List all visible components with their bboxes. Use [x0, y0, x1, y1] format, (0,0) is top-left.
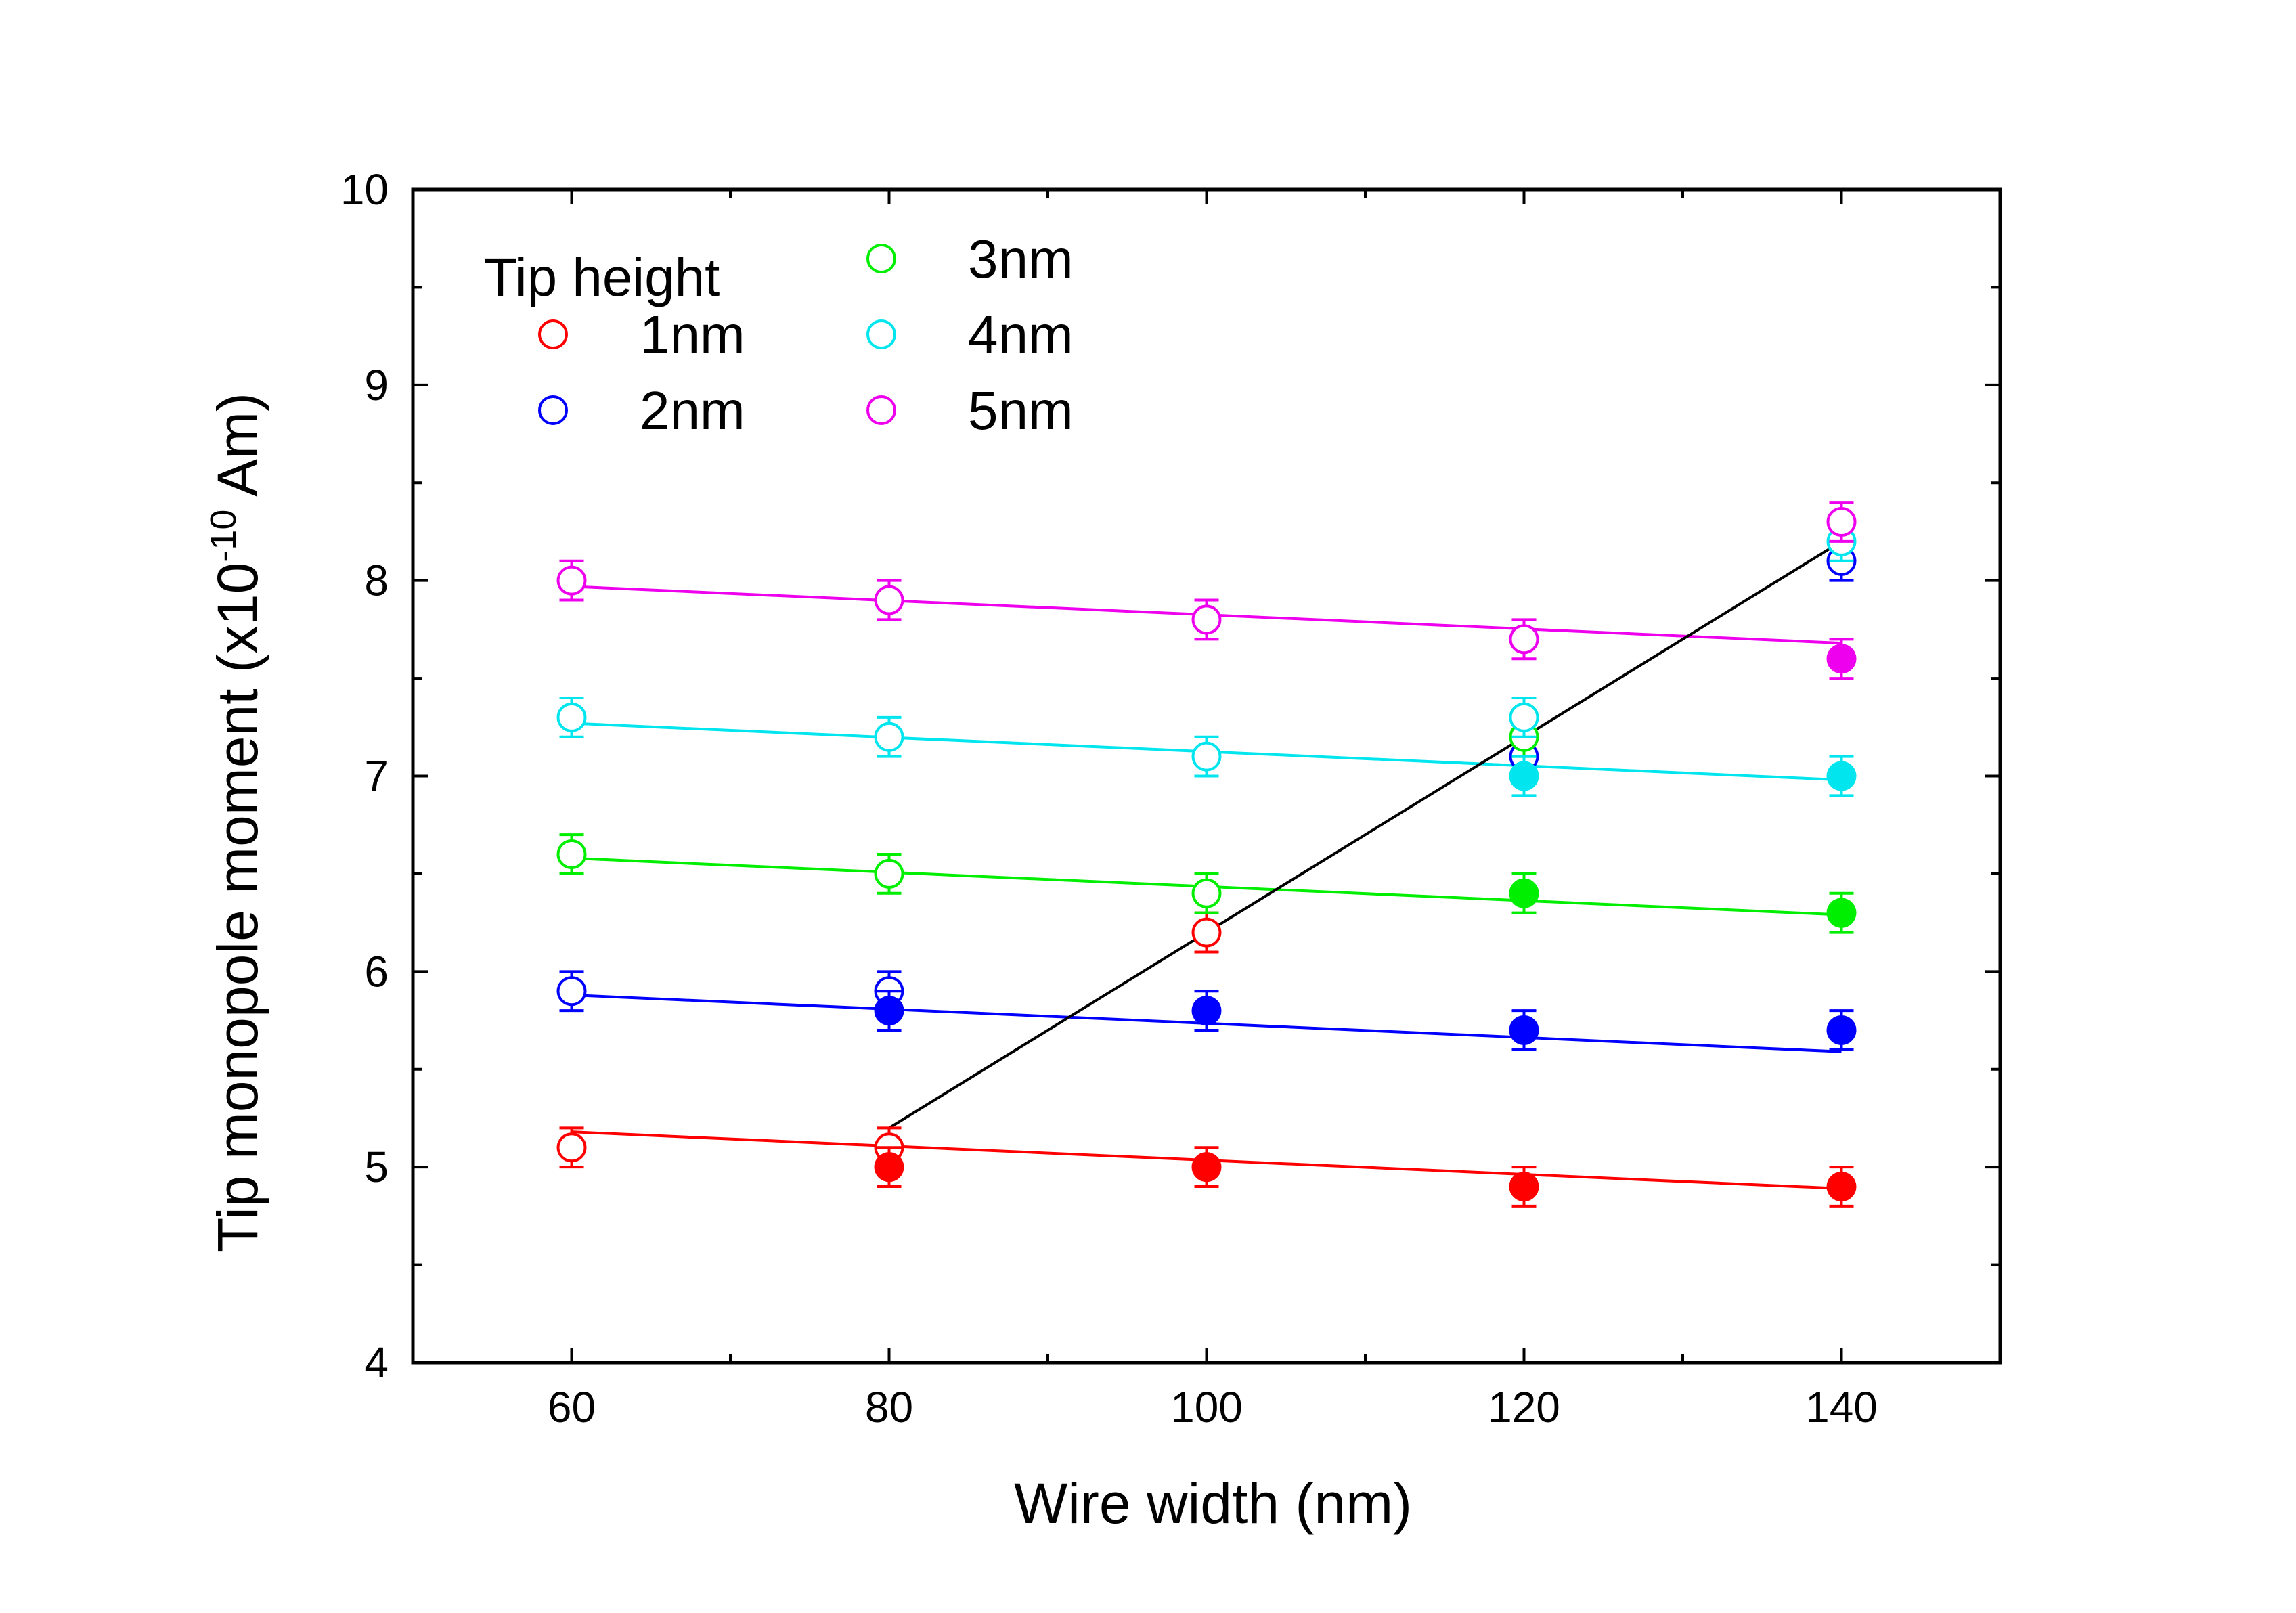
open-marker [1826, 507, 1857, 537]
data-point-2nm [1509, 1009, 1539, 1051]
data-point-1nm [1509, 1166, 1539, 1208]
legend-label: 3nm [968, 229, 1074, 289]
data-point-1nm [1826, 1166, 1857, 1208]
y-tick-label: 9 [364, 361, 389, 410]
filled-marker [874, 1152, 904, 1183]
filled-marker [1191, 1152, 1222, 1183]
data-point-2nm [556, 970, 587, 1013]
open-marker [1191, 604, 1222, 635]
legend-item-3nm: 3nm [866, 229, 1074, 289]
open-marker [874, 858, 904, 889]
legend-marker [538, 319, 568, 349]
open-marker [556, 1132, 587, 1163]
data-point-4nm [1509, 755, 1539, 797]
filled-marker [874, 996, 904, 1026]
y-axis-title-prefix: Tip monopole moment (x10 [206, 562, 269, 1252]
open-marker [874, 722, 904, 752]
legend-label: 4nm [968, 305, 1074, 365]
legend-item-5nm: 5nm [866, 380, 1074, 441]
data-point-4nm [1191, 735, 1222, 778]
legend-label: 1nm [640, 305, 745, 365]
x-tick-label: 100 [1170, 1383, 1243, 1432]
legend-marker [866, 244, 896, 273]
open-marker [556, 565, 587, 596]
data-point-2nm [1826, 1009, 1857, 1051]
data-point-4nm [874, 715, 904, 758]
open-marker [556, 839, 587, 870]
filled-marker [1826, 1015, 1857, 1045]
legend-title: Tip height [484, 247, 720, 307]
open-marker [556, 702, 587, 732]
open-marker [874, 585, 904, 615]
legend-label: 5nm [968, 380, 1074, 441]
legend-marker [538, 395, 568, 425]
y-tick-label: 5 [364, 1143, 389, 1191]
threshold-line [888, 540, 1842, 1130]
data-point-3nm [556, 833, 587, 875]
legend-marker [866, 395, 896, 425]
x-tick-label: 60 [548, 1383, 596, 1432]
data-point-4nm [556, 696, 587, 738]
data-point-1nm [874, 1146, 904, 1189]
x-tick-label: 80 [865, 1383, 913, 1432]
tick-marks [412, 188, 2002, 1364]
y-axis-title-suffix: Am) [206, 393, 269, 510]
data-point-5nm [874, 579, 904, 621]
legend-item-2nm: 2nm [538, 380, 745, 441]
filled-marker [1191, 996, 1222, 1026]
tick-labels: 60 80 100 120 140 4 5 6 7 8 9 10 [340, 165, 1878, 1432]
open-marker [1509, 624, 1539, 655]
data-point-2nm [1191, 990, 1222, 1032]
filled-marker [1826, 761, 1857, 791]
open-marker [1191, 741, 1222, 772]
data-point-1nm [1191, 1146, 1222, 1189]
filled-marker [1509, 761, 1539, 791]
legend-item-1nm: 1nm [538, 305, 745, 365]
legend-marker [866, 319, 896, 349]
legend: Tip height 1nm 2nm 3nm 4nm 5nm [484, 229, 1074, 441]
data-point-3nm [1191, 872, 1222, 914]
legend-label: 2nm [640, 380, 745, 441]
data-point-3nm [1509, 872, 1539, 914]
filled-marker [1509, 878, 1539, 908]
y-tick-label: 10 [340, 165, 389, 214]
data-point-3nm [1826, 891, 1857, 934]
data-point-4nm [1509, 696, 1539, 738]
open-marker [1191, 878, 1222, 908]
filled-marker [1826, 1172, 1857, 1202]
data-point-5nm [1826, 638, 1857, 680]
y-axis-title-exponent: -10 [203, 510, 244, 562]
open-marker [1191, 917, 1222, 948]
filled-marker [1509, 1172, 1539, 1202]
filled-marker [1826, 644, 1857, 674]
y-tick-label: 6 [364, 947, 389, 996]
data-point-2nm [874, 990, 904, 1032]
data-point-5nm [556, 559, 587, 602]
data-points [556, 501, 1857, 1208]
filled-marker [1509, 1015, 1539, 1045]
open-marker [556, 976, 587, 1007]
data-point-1nm [556, 1126, 587, 1169]
y-tick-label: 7 [364, 752, 389, 801]
y-tick-label: 8 [364, 556, 389, 605]
x-tick-label: 120 [1488, 1383, 1560, 1432]
x-axis-title: Wire width (nm) [1014, 1472, 1412, 1535]
data-point-4nm [1826, 755, 1857, 797]
data-point-5nm [1509, 618, 1539, 661]
open-marker [1509, 702, 1539, 732]
threshold-line-group [888, 540, 1842, 1130]
filled-marker [1826, 898, 1857, 928]
data-point-5nm [1826, 501, 1857, 543]
legend-item-4nm: 4nm [866, 305, 1074, 365]
y-axis-title: Tip monopole moment (x10-10 Am) [203, 393, 269, 1252]
data-point-5nm [1191, 598, 1222, 641]
y-tick-label: 4 [364, 1338, 389, 1387]
data-point-3nm [874, 853, 904, 895]
x-tick-label: 140 [1805, 1383, 1878, 1432]
